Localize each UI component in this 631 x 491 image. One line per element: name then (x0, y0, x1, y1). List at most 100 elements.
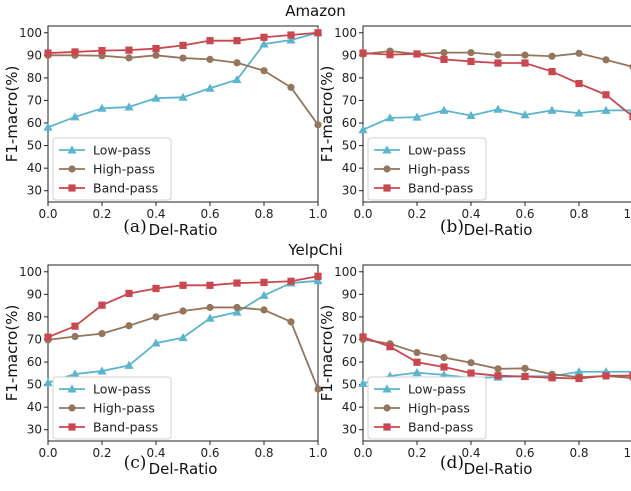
data-point-low-pass (97, 366, 107, 375)
x-tick-label: 0.0 (353, 207, 372, 221)
y-tick-label: 60 (342, 355, 357, 369)
legend-marker-band-pass (383, 423, 391, 431)
data-point-high-pass (98, 329, 106, 338)
legend-marker-band-pass (68, 423, 76, 431)
panel-label-d: (d) (439, 453, 465, 473)
legend-marker-low-pass (382, 384, 392, 393)
panel-label-a: (a) (123, 217, 147, 237)
chart-panel-c: 30 40 50 60 70 80 90 100 0.0 0.2 0.4 0.6 0.8 1.0 Del-R… (3, 264, 328, 478)
data-point-high-pass (467, 359, 475, 367)
legend-label-high-pass: High-pass (408, 401, 470, 416)
series-band-pass-d (359, 333, 631, 383)
series-band-pass-b (359, 49, 631, 121)
data-point-high-pass (125, 322, 133, 330)
x-tick-label: 0.6 (515, 207, 534, 221)
legend-marker-high-pass (383, 404, 391, 412)
data-point-low-pass (358, 125, 368, 134)
data-point-low-pass (358, 378, 368, 387)
data-point-band-pass (314, 272, 322, 280)
x-axis-label: Del-Ratio (464, 460, 533, 478)
data-point-band-pass (287, 277, 295, 285)
data-point-band-pass (440, 55, 448, 63)
data-point-low-pass (70, 112, 80, 121)
section-title-amazon: Amazon (285, 2, 346, 20)
x-tick-label: 0.8 (569, 207, 588, 221)
legend-box (52, 376, 172, 440)
y-tick-label: 70 (342, 93, 357, 107)
data-point-low-pass (70, 369, 80, 378)
data-point-band-pass (467, 369, 475, 377)
panel-label-b: (b) (439, 217, 465, 237)
x-tick-label: 0.2 (92, 207, 111, 221)
legend: Low-pass High-pass Band-pass (52, 376, 172, 440)
x-tick-label: 0.6 (200, 446, 219, 460)
data-point-high-pass (287, 318, 295, 326)
legend-marker-low-pass (67, 384, 77, 393)
data-point-band-pass (467, 57, 475, 66)
x-tick-label: 0.0 (38, 207, 57, 221)
data-point-band-pass (44, 49, 52, 57)
data-point-band-pass (413, 358, 421, 366)
data-point-low-pass (574, 367, 584, 376)
data-point-low-pass (232, 307, 242, 316)
legend-label-high-pass: High-pass (93, 162, 155, 177)
y-tick-label: 50 (27, 139, 42, 153)
data-point-high-pass (602, 56, 610, 64)
legend-marker-low-pass (67, 145, 77, 154)
series-low-pass-b (358, 104, 631, 134)
data-point-low-pass (466, 110, 476, 120)
y-tick-label: 70 (342, 332, 357, 346)
y-tick-label: 70 (27, 332, 42, 346)
data-point-low-pass (178, 333, 188, 342)
x-tick-label: 0.0 (38, 446, 57, 460)
data-point-band-pass (125, 46, 133, 54)
y-tick-label: 80 (27, 71, 42, 85)
data-point-high-pass (548, 52, 556, 60)
legend-label-low-pass: Low-pass (408, 143, 466, 158)
chart-panel-b: 30 40 50 60 70 80 90 100 0.0 0.2 0.4 0.6 0.8 1.0 Del-R… (318, 25, 631, 239)
data-point-band-pass (494, 372, 502, 380)
legend: Low-pass High-pass Band-pass (367, 137, 487, 201)
data-point-high-pass (440, 49, 448, 57)
legend-label-low-pass: Low-pass (93, 143, 151, 158)
data-point-high-pass (521, 364, 529, 372)
data-point-high-pass (179, 54, 187, 62)
legend-marker-low-pass (382, 145, 392, 154)
data-point-band-pass (233, 279, 241, 287)
legend-marker-band-pass (383, 184, 391, 192)
x-tick-label: 0.0 (353, 446, 372, 460)
y-tick-label: 30 (342, 184, 357, 198)
data-point-low-pass (43, 122, 53, 131)
data-point-high-pass (575, 49, 583, 57)
plot-frame (47, 264, 319, 442)
y-tick-label: 90 (27, 48, 42, 62)
x-axis-label: Del-Ratio (149, 460, 218, 478)
data-point-high-pass (206, 55, 214, 63)
data-point-band-pass (629, 113, 631, 121)
x-axis-label: Del-Ratio (464, 221, 533, 239)
plot-frame (362, 25, 631, 203)
data-point-band-pass (494, 59, 502, 67)
data-point-band-pass (521, 372, 529, 381)
data-point-band-pass (287, 31, 295, 39)
data-point-low-pass (412, 112, 422, 121)
series-band-pass-a (44, 29, 322, 57)
y-tick-label: 80 (342, 310, 357, 324)
y-tick-label: 40 (27, 400, 42, 414)
x-tick-label: 1.0 (623, 207, 631, 221)
y-tick-label: 100 (19, 26, 42, 40)
data-point-high-pass (260, 306, 268, 314)
data-point-band-pass (179, 41, 187, 50)
data-point-band-pass (629, 371, 631, 380)
data-point-low-pass (124, 102, 134, 111)
series-low-pass-c (43, 276, 323, 387)
data-point-band-pass (71, 322, 79, 330)
y-tick-label: 100 (334, 265, 357, 279)
data-point-low-pass (313, 276, 323, 285)
data-point-high-pass (314, 385, 322, 393)
data-point-low-pass (520, 110, 530, 119)
x-tick-label: 0.2 (92, 446, 111, 460)
data-point-low-pass (205, 83, 215, 92)
legend-marker-band-pass (68, 184, 76, 192)
data-point-low-pass (259, 39, 269, 48)
